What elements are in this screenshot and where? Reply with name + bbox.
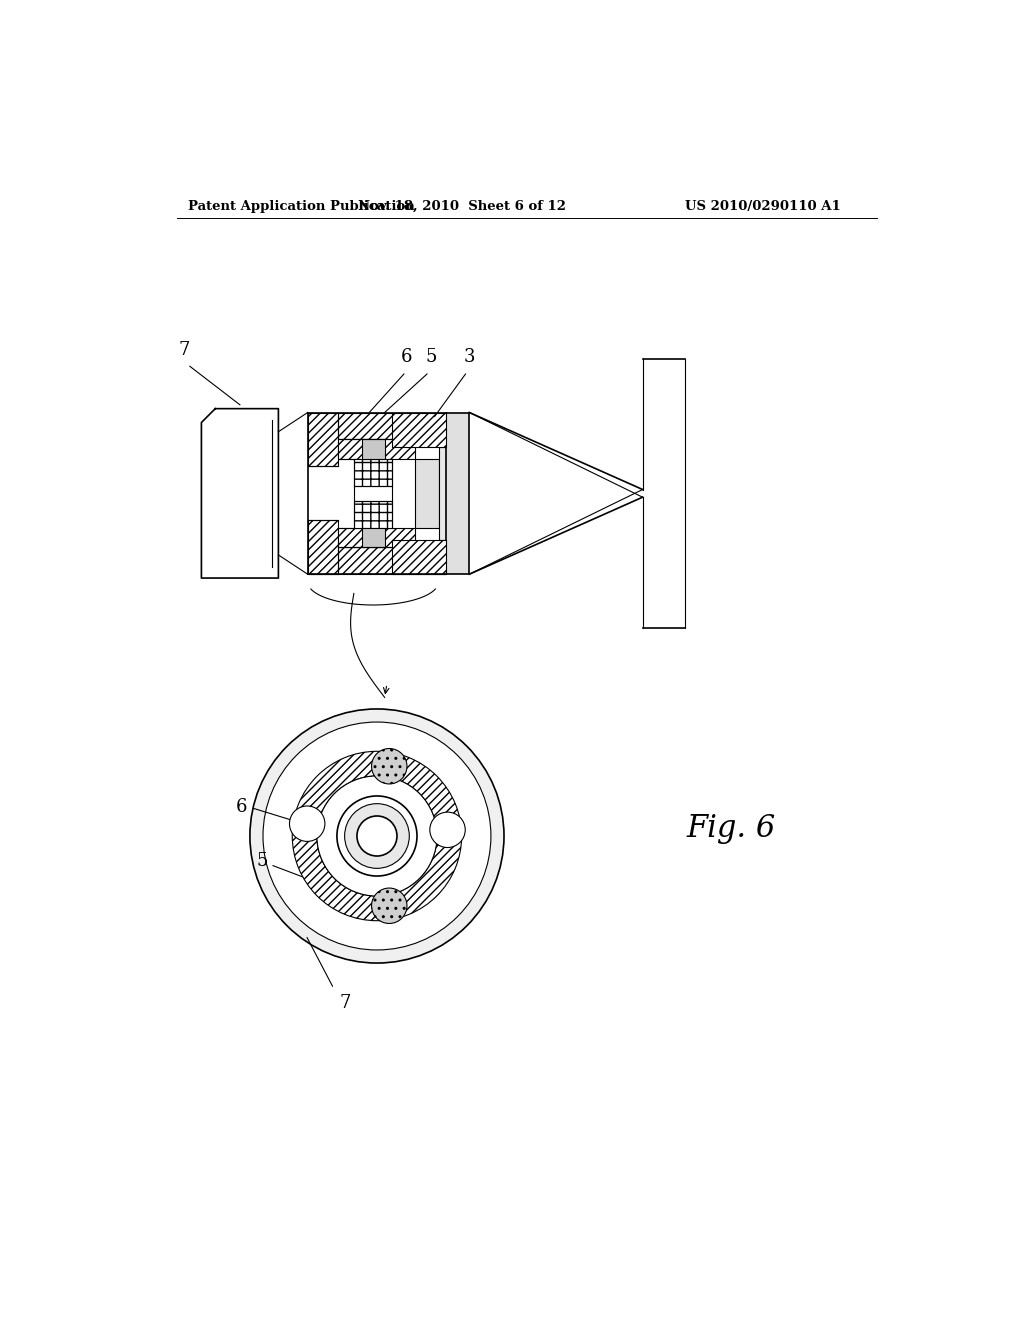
Text: 5: 5	[425, 348, 436, 367]
Text: US 2010/0290110 A1: US 2010/0290110 A1	[685, 199, 841, 213]
Wedge shape	[292, 751, 462, 921]
Polygon shape	[438, 447, 458, 540]
Polygon shape	[446, 412, 469, 574]
Polygon shape	[361, 440, 385, 459]
Polygon shape	[307, 412, 339, 466]
Polygon shape	[361, 528, 385, 548]
Text: Patent Application Publication: Patent Application Publication	[188, 199, 415, 213]
Text: Nov. 18, 2010  Sheet 6 of 12: Nov. 18, 2010 Sheet 6 of 12	[357, 199, 565, 213]
Circle shape	[337, 796, 417, 876]
Text: 5: 5	[256, 853, 267, 870]
Polygon shape	[307, 520, 339, 574]
Polygon shape	[339, 440, 416, 459]
Circle shape	[372, 748, 407, 784]
Circle shape	[430, 812, 465, 847]
Circle shape	[250, 709, 504, 964]
Circle shape	[263, 722, 490, 950]
Polygon shape	[416, 459, 438, 528]
Circle shape	[316, 776, 437, 896]
Text: 7: 7	[179, 341, 190, 359]
Polygon shape	[392, 540, 446, 574]
Polygon shape	[339, 528, 416, 548]
Text: 3: 3	[464, 348, 475, 367]
Text: 6: 6	[400, 348, 412, 367]
Polygon shape	[307, 412, 446, 440]
Circle shape	[345, 804, 410, 869]
Polygon shape	[307, 548, 446, 574]
Circle shape	[372, 888, 407, 924]
Text: 6: 6	[236, 797, 247, 816]
Polygon shape	[354, 459, 392, 486]
Circle shape	[357, 816, 397, 855]
Circle shape	[290, 807, 325, 841]
Text: Fig. 6: Fig. 6	[686, 813, 776, 843]
Polygon shape	[392, 412, 446, 447]
Text: 7: 7	[340, 994, 351, 1012]
Polygon shape	[354, 502, 392, 528]
